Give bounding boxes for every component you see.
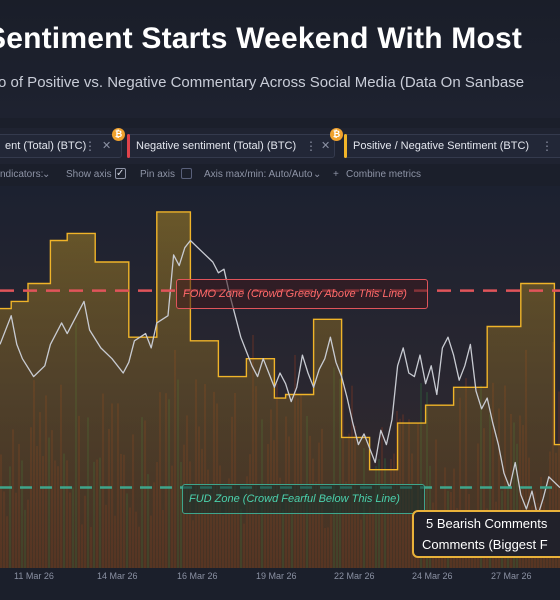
show-axis-toggle[interactable]: Show axis bbox=[66, 169, 112, 180]
chevron-down-icon[interactable]: ⌄ bbox=[42, 169, 51, 180]
tab-metric-1[interactable]: ent (Total) (BTC) ⋮ ✕ ₿ bbox=[0, 128, 125, 158]
series-color-marker bbox=[344, 134, 347, 158]
pin-axis-toggle[interactable]: Pin axis bbox=[140, 169, 176, 180]
axis-maxmin-select[interactable]: Axis max/min: Auto/Auto bbox=[204, 169, 313, 180]
tab-label: ent (Total) (BTC) bbox=[5, 140, 87, 152]
chart-subtitle: o of Positive vs. Negative Commentary Ac… bbox=[0, 74, 525, 91]
indicators-label: ndicators: bbox=[0, 169, 44, 180]
chart-title: Sentiment Starts Weekend With Most bbox=[0, 22, 523, 55]
more-options-icon[interactable]: ⋮ bbox=[305, 139, 317, 153]
tab-label: Positive / Negative Sentiment (BTC) bbox=[353, 140, 530, 152]
ratio-step-area bbox=[0, 211, 560, 568]
series-color-marker bbox=[127, 134, 130, 158]
x-axis: 11 Mar 26 14 Mar 26 16 Mar 26 19 Mar 26 22 M… bbox=[0, 568, 560, 600]
close-icon[interactable]: ✕ bbox=[102, 140, 112, 152]
chart-header: Sentiment Starts Weekend With Most o of … bbox=[0, 0, 560, 118]
bitcoin-icon: ₿ bbox=[112, 128, 125, 141]
show-axis-checkbox[interactable] bbox=[115, 168, 126, 179]
price-line bbox=[0, 239, 560, 517]
combine-metrics-button[interactable]: Combine metrics bbox=[346, 169, 422, 180]
x-tick-label: 11 Mar 26 bbox=[14, 571, 54, 581]
tab-label: Negative sentiment (Total) (BTC) bbox=[136, 140, 297, 152]
x-tick-label: 24 Mar 26 bbox=[412, 571, 453, 581]
x-tick-label: 14 Mar 26 bbox=[97, 571, 138, 581]
more-options-icon[interactable]: ⋮ bbox=[84, 139, 96, 153]
callout-line-1: 5 Bearish Comments bbox=[426, 516, 548, 531]
tab-metric-2[interactable]: Negative sentiment (Total) (BTC) ⋮ ✕ ₿ bbox=[127, 128, 343, 158]
chevron-down-icon[interactable]: ⌄ bbox=[313, 169, 322, 180]
pin-axis-checkbox[interactable] bbox=[181, 168, 192, 179]
tab-metric-3[interactable]: Positive / Negative Sentiment (BTC) ⋮ bbox=[344, 134, 560, 158]
x-tick-label: 27 Mar 26 bbox=[491, 571, 532, 581]
more-options-icon[interactable]: ⋮ bbox=[541, 139, 553, 153]
x-tick-label: 16 Mar 26 bbox=[177, 571, 218, 581]
fomo-zone-label: FOMO Zone (Crowd Greedy Above This Line) bbox=[176, 279, 428, 309]
close-icon[interactable]: ✕ bbox=[321, 140, 331, 152]
ratio-step-line bbox=[0, 211, 560, 471]
bearish-callout: 5 Bearish Comments Comments (Biggest F bbox=[412, 510, 560, 558]
plus-icon[interactable]: + bbox=[333, 169, 339, 180]
bitcoin-icon: ₿ bbox=[330, 128, 343, 141]
callout-line-2: Comments (Biggest F bbox=[422, 537, 548, 552]
fud-zone-label: FUD Zone (Crowd Fearful Below This Line) bbox=[182, 484, 425, 514]
x-tick-label: 19 Mar 26 bbox=[256, 571, 297, 581]
metric-tabs: ent (Total) (BTC) ⋮ ✕ ₿ Negative sentime… bbox=[0, 128, 560, 164]
x-tick-label: 22 Mar 26 bbox=[334, 571, 375, 581]
check-icon: ✓ bbox=[116, 168, 125, 179]
chart-toolbar: ndicators: ⌄ Show axis ✓ Pin axis Axis m… bbox=[0, 164, 560, 186]
